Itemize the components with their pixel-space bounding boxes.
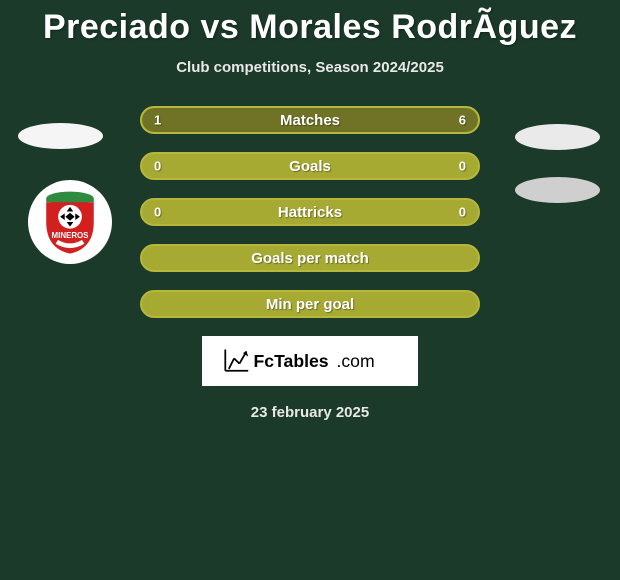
stat-value-right: 6 [459,113,466,128]
comparison-title: Preciado vs Morales RodrÃ­guez [0,0,620,47]
player-left-placeholder [18,123,103,149]
stats-container: Matches16Goals00Hattricks00Goals per mat… [140,106,480,318]
club-badge: MINEROS [28,180,112,264]
comparison-date: 23 february 2025 [0,404,620,421]
svg-text:FcTables: FcTables [254,351,329,371]
stat-value-left: 1 [154,113,161,128]
stat-value-right: 0 [459,205,466,220]
club-badge-text: MINEROS [52,231,89,240]
fctables-logo-icon: FcTables .com [220,346,400,376]
stat-row: Min per goal [140,290,480,318]
brand-box[interactable]: FcTables .com [202,336,418,386]
stat-value-left: 0 [154,205,161,220]
stat-row: Hattricks0 0 [140,198,480,226]
club-badge-icon: MINEROS [37,189,103,255]
stat-row: Goals0 0 [140,152,480,180]
player-right-1-placeholder [515,124,600,150]
stat-bar-right [189,108,478,132]
comparison-subtitle: Club competitions, Season 2024/2025 [0,59,620,76]
stat-label: Hattricks [142,204,478,221]
svg-text:.com: .com [336,351,374,371]
player-right-2-placeholder [515,177,600,203]
stat-row: Matches16 [140,106,480,134]
stat-value-right: 0 [459,159,466,174]
stat-row: Goals per match [140,244,480,272]
stat-label: Goals per match [142,250,478,267]
stat-label: Goals [142,158,478,175]
stat-bar-left [142,108,189,132]
stat-value-left: 0 [154,159,161,174]
stat-label: Min per goal [142,296,478,313]
